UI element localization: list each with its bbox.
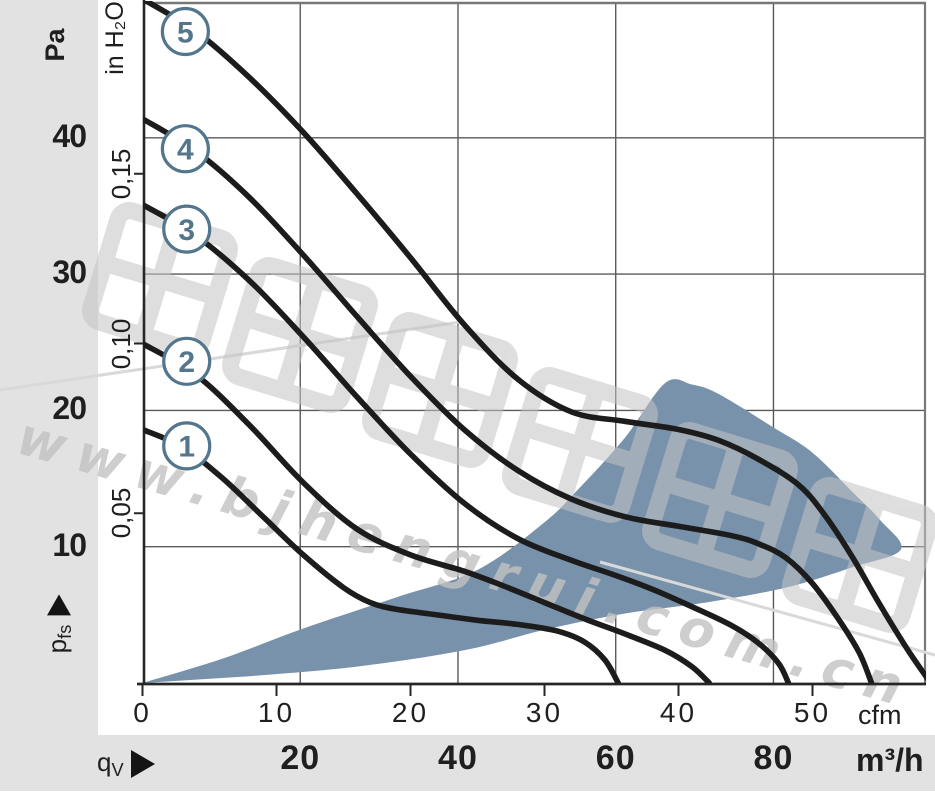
fan-curve-4 <box>143 115 875 683</box>
pa-tick-label: 30 <box>52 254 87 291</box>
inh2o-tick-label: 0,05 <box>106 487 136 539</box>
watermark-cjk-glyph <box>362 312 518 468</box>
bottom-axis-band <box>0 735 935 791</box>
x-axis-symbol-qv: qV <box>97 747 155 781</box>
curve-number-text: 4 <box>177 134 194 167</box>
x-axis-primary-unit: cfm <box>858 700 902 730</box>
pa-tick-label: 20 <box>52 390 87 427</box>
pfs-symbol-sub: fs <box>55 624 76 639</box>
m3h-tick-label: 80 <box>753 739 794 777</box>
arrow-up-icon <box>47 594 72 616</box>
fan-curve-2 <box>143 340 713 683</box>
curve-number-badge: 2 <box>162 336 212 386</box>
m3h-tick-label: 20 <box>280 739 321 777</box>
fan-curves-layer <box>143 1 926 683</box>
watermark-cjk-glyph <box>782 477 935 633</box>
fan-curve-1 <box>143 426 621 683</box>
curve-number-badge: 3 <box>162 204 212 254</box>
x-axis-secondary-unit: m³/h <box>856 742 924 778</box>
curve-number-badge: 4 <box>160 124 210 174</box>
pa-tick-label: 10 <box>52 526 87 563</box>
curve-number-badge: 1 <box>162 421 212 471</box>
cfm-tick-label: 0 <box>133 697 152 728</box>
curve-number-text: 5 <box>177 16 194 49</box>
left-axis-band <box>0 0 98 791</box>
qv-symbol-main: q <box>97 747 112 777</box>
cfm-tick-label: 40 <box>659 697 698 728</box>
inh2o-tick-label: 0,15 <box>106 148 136 200</box>
pa-tick-label: 40 <box>52 117 87 154</box>
inh2o-tick-label: 0,10 <box>106 318 136 369</box>
cfm-tick-label: 50 <box>793 697 832 728</box>
curve-number-text: 2 <box>178 346 195 379</box>
m3h-tick-label: 60 <box>595 739 636 777</box>
operating-range-region <box>143 379 902 683</box>
m3h-tick-label: 40 <box>438 739 478 777</box>
curve-number-text: 3 <box>178 214 195 247</box>
curve-number-text: 1 <box>178 431 195 464</box>
y-axis-secondary-unit: in H₂O <box>101 1 129 75</box>
arrow-right-icon <box>130 750 155 779</box>
y-axis-symbol-pfs: pfs <box>42 594 76 654</box>
cfm-tick-label: 20 <box>391 697 430 728</box>
watermark-swoosh-line <box>599 560 935 657</box>
qv-symbol-sub: V <box>111 760 124 781</box>
pfs-symbol-main: p <box>42 638 72 654</box>
fan-curve-3 <box>143 201 792 683</box>
cfm-tick-label: 30 <box>525 697 564 728</box>
y-axis-primary-unit: Pa <box>40 28 70 62</box>
fan-curve-5 <box>143 1 926 682</box>
cfm-tick-label: 10 <box>257 697 296 728</box>
watermark-cjk-glyph <box>502 367 658 523</box>
curve-number-badge: 5 <box>160 6 210 57</box>
